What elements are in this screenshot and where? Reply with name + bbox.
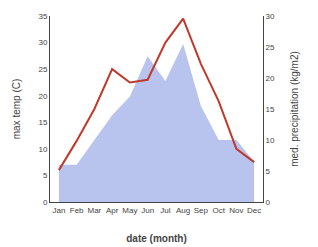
svg-text:20: 20 bbox=[266, 74, 275, 83]
svg-text:30: 30 bbox=[38, 38, 47, 47]
svg-text:Sep: Sep bbox=[194, 206, 209, 215]
svg-text:30: 30 bbox=[266, 12, 275, 21]
svg-text:20: 20 bbox=[38, 92, 47, 101]
svg-text:10: 10 bbox=[38, 145, 47, 154]
svg-text:35: 35 bbox=[38, 12, 47, 21]
svg-text:5: 5 bbox=[43, 171, 48, 180]
svg-text:Jan: Jan bbox=[52, 206, 65, 215]
svg-text:15: 15 bbox=[38, 118, 47, 127]
svg-text:Jun: Jun bbox=[141, 206, 154, 215]
svg-text:max temp (C): max temp (C) bbox=[11, 79, 22, 140]
svg-text:25: 25 bbox=[266, 43, 275, 52]
svg-text:15: 15 bbox=[266, 105, 275, 114]
svg-text:Apr: Apr bbox=[106, 206, 119, 215]
svg-text:Jul: Jul bbox=[160, 206, 170, 215]
svg-text:5: 5 bbox=[266, 167, 271, 176]
svg-text:Feb: Feb bbox=[70, 206, 84, 215]
svg-text:Mar: Mar bbox=[87, 206, 101, 215]
svg-text:med. precipitation (kg/m2): med. precipitation (kg/m2) bbox=[289, 51, 300, 167]
svg-text:10: 10 bbox=[266, 136, 275, 145]
svg-text:May: May bbox=[122, 206, 137, 215]
svg-text:25: 25 bbox=[38, 65, 47, 74]
svg-text:0: 0 bbox=[43, 198, 48, 207]
svg-text:0: 0 bbox=[266, 198, 271, 207]
svg-text:Aug: Aug bbox=[176, 206, 190, 215]
svg-text:date (month): date (month) bbox=[126, 233, 187, 244]
svg-text:Oct: Oct bbox=[212, 206, 225, 215]
svg-text:Dec: Dec bbox=[247, 206, 261, 215]
svg-text:Nov: Nov bbox=[229, 206, 243, 215]
